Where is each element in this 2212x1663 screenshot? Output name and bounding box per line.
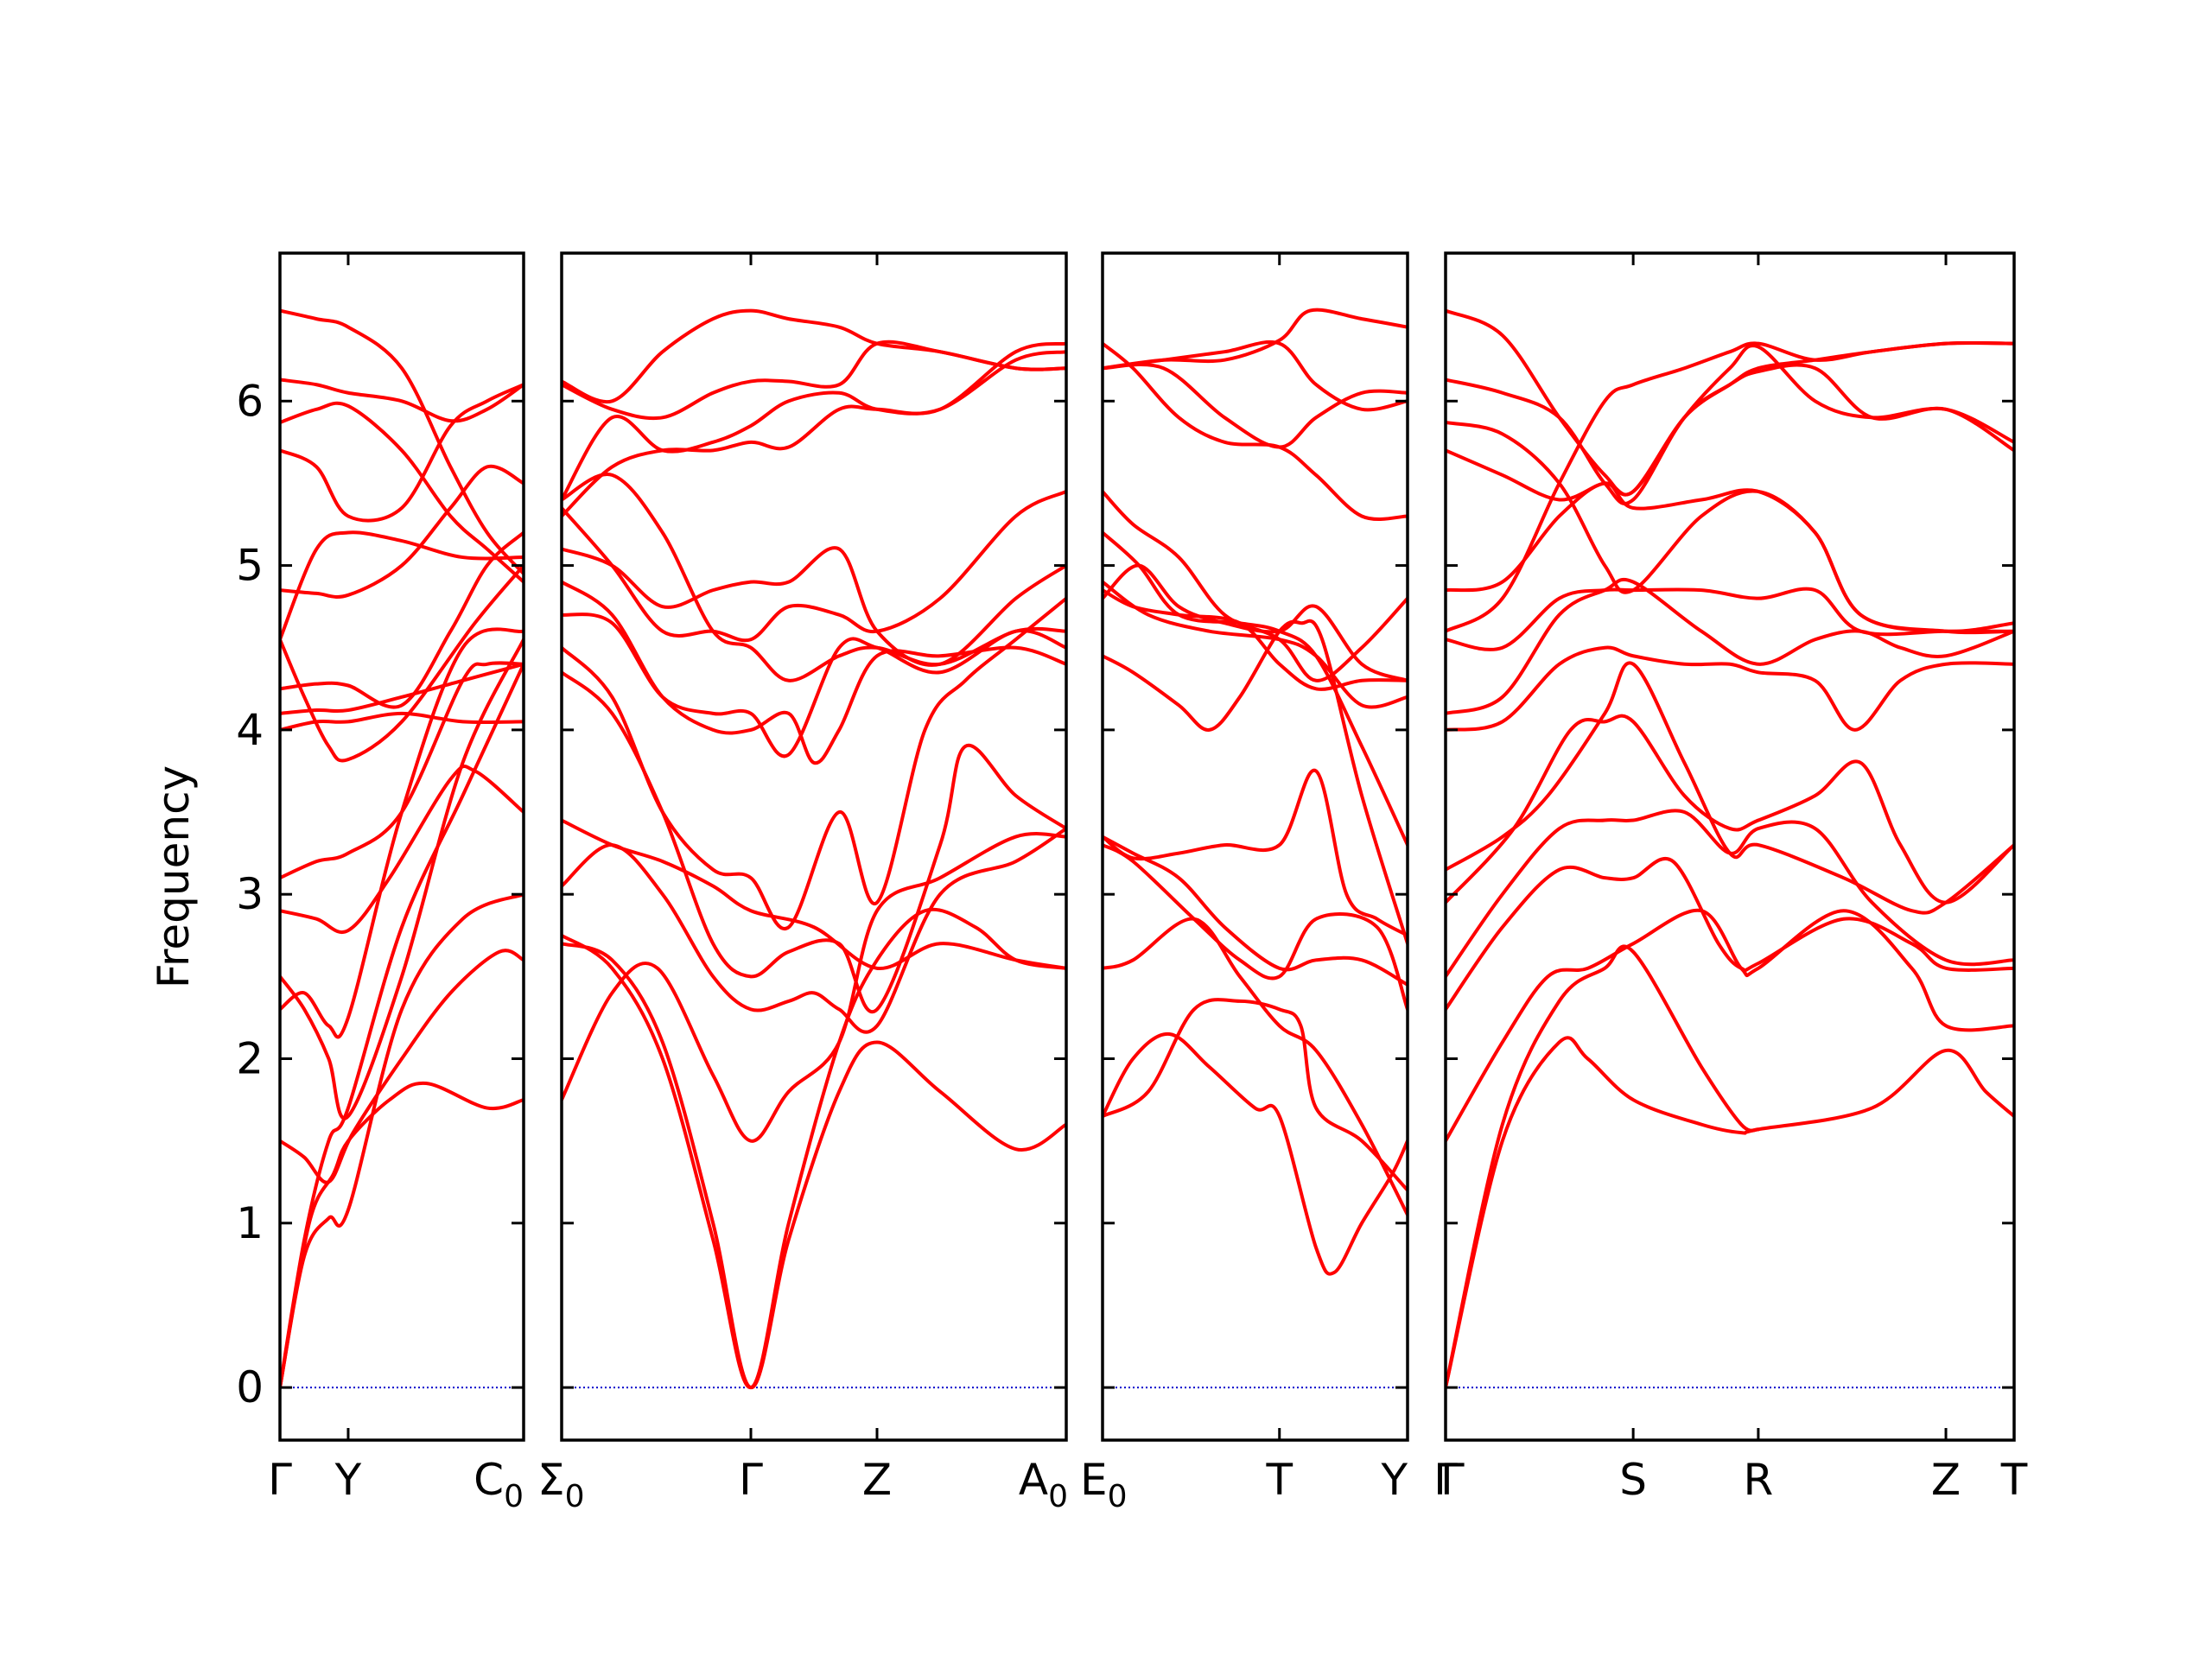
x-tick-label: Γ: [739, 1455, 763, 1505]
phonon-band: [280, 383, 524, 523]
phonon-band: [1446, 809, 2014, 979]
phonon-band: [1446, 1036, 2014, 1390]
x-tick-label: R: [1744, 1455, 1774, 1505]
x-tick-label: Γ: [268, 1455, 292, 1505]
phonon-band: [562, 613, 1066, 759]
x-tick-label: Y: [334, 1455, 362, 1505]
phonon-band: [1103, 843, 1408, 1012]
x-tick-label-sub: Y: [1380, 1455, 1408, 1505]
phonon-band: [280, 892, 524, 1390]
phonon-band: [1103, 308, 1408, 371]
phonon-band: [562, 341, 1066, 518]
phonon-band: [1103, 489, 1408, 682]
phonon-band: [280, 765, 524, 934]
panel-3: T: [1101, 251, 1409, 1505]
phonon-band: [1103, 768, 1408, 937]
phonon-band: [562, 489, 1066, 643]
x-tick-label-sub: Γ: [1440, 1455, 1465, 1505]
y-tick-label: 6: [236, 376, 264, 426]
phonon-band: [1103, 580, 1408, 709]
x-tick-label-sub: E0: [1080, 1455, 1128, 1514]
phonon-band: [1446, 714, 2014, 904]
phonon-band: [1446, 363, 2014, 506]
phonon-band: [1446, 577, 2014, 715]
phonon-band: [562, 596, 1066, 931]
y-tick-label: 1: [236, 1198, 264, 1248]
phonon-band: [562, 670, 1066, 1014]
phonon-band: [1103, 998, 1408, 1192]
phonon-band: [562, 942, 1066, 1390]
band-group: [280, 308, 524, 1390]
x-tick-label: T: [2000, 1455, 2028, 1505]
phonon-band: [1103, 530, 1408, 847]
phonon-band: [1446, 587, 2014, 651]
phonon-band: [562, 832, 1066, 1143]
phonon-band: [562, 473, 1066, 682]
phonon-band: [1103, 917, 1408, 1217]
panel-frame: [560, 251, 1068, 1442]
phonon-band: [1446, 481, 2014, 635]
x-tick-label: Γ: [1433, 1455, 1458, 1505]
phonon-band: [562, 580, 1066, 765]
x-tick-label-sub: C0: [474, 1455, 524, 1514]
y-tick-label: 5: [236, 541, 264, 591]
phonon-band: [280, 464, 524, 599]
y-tick-label: 2: [236, 1033, 264, 1083]
phonon-band: [562, 907, 1066, 1390]
phonon-band: [280, 661, 524, 880]
x-tick-label-sub: Σ0: [537, 1455, 585, 1514]
phonon-band: [1103, 563, 1408, 682]
phonon-band: [562, 308, 1066, 404]
phonon-band: [1446, 421, 2014, 633]
phonon-band: [280, 308, 524, 576]
band-group: [1103, 308, 1408, 1276]
phonon-band: [280, 530, 524, 709]
band-group: [1446, 308, 2014, 1390]
phonon-band: [1446, 308, 2014, 497]
phonon-band: [1103, 835, 1408, 987]
phonon-band: [562, 827, 1066, 1034]
phonon-band: [1446, 340, 2014, 633]
phonon-band: [280, 563, 524, 763]
x-tick-label: Z: [1931, 1455, 1961, 1505]
phonon-band: [280, 662, 524, 1390]
phonon-band: [280, 378, 524, 423]
band-group: [562, 308, 1066, 1390]
x-tick-label-sub: A0: [1019, 1455, 1068, 1514]
panel-frame: [1101, 251, 1409, 1442]
phonon-band: [280, 401, 524, 584]
phonon-band: [562, 818, 1066, 970]
phonon-band: [1103, 1031, 1408, 1276]
panel-frame: [1444, 251, 2016, 1442]
phonon-band: [1103, 341, 1408, 521]
phonon-band: [1446, 645, 2014, 732]
y-tick-label: 4: [236, 705, 264, 755]
phonon-band: [280, 949, 524, 1184]
phonon-band: [280, 627, 524, 1039]
y-axis-label: Frequency: [149, 765, 199, 988]
phonon-band: [280, 530, 524, 642]
phonon-band: [1103, 619, 1408, 946]
phonon-band: [280, 1081, 524, 1390]
phonon-band: [1446, 857, 2014, 1012]
phonon-band: [1103, 362, 1408, 449]
y-tick-label: 0: [236, 1362, 264, 1412]
phonon-band: [562, 546, 1066, 667]
y-tick-label: 3: [236, 869, 264, 919]
phonon-band: [1446, 661, 2014, 915]
phonon-band: [1446, 908, 2014, 1143]
phonon-band: [280, 638, 524, 1120]
x-tick-label: S: [1619, 1455, 1647, 1505]
phonon-band: [1446, 944, 1760, 1390]
x-tick-label: Z: [862, 1455, 892, 1505]
panel-frame: [278, 251, 525, 1442]
phonon-band: [562, 350, 1066, 502]
phonon-band: [280, 711, 524, 732]
x-tick-label: T: [1265, 1455, 1293, 1505]
